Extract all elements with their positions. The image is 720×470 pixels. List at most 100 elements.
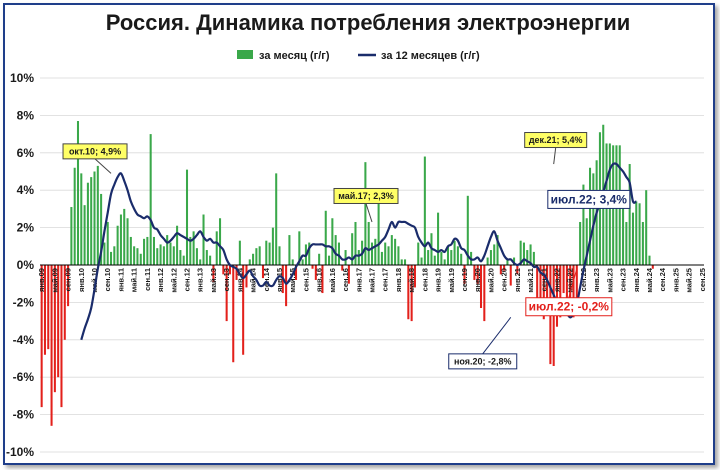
x-tick-label: сен.23	[619, 268, 628, 291]
x-tick-label: янв.19	[434, 268, 443, 292]
bar	[407, 265, 410, 320]
bar	[80, 173, 83, 265]
y-tick-label: -8%	[13, 408, 35, 422]
bar	[522, 242, 525, 265]
x-tick-label: май.21	[526, 268, 535, 293]
bar	[413, 265, 416, 288]
x-tick-label: май.16	[328, 268, 337, 293]
bar	[50, 265, 53, 426]
bar	[294, 265, 298, 280]
callout-box	[333, 187, 399, 204]
x-tick-label: май.24	[645, 267, 654, 292]
bar	[493, 244, 496, 265]
bar	[301, 259, 304, 265]
bar	[166, 235, 169, 265]
bar	[235, 265, 238, 280]
bar	[285, 265, 288, 307]
y-tick-label: -6%	[13, 370, 35, 384]
bar	[443, 259, 446, 265]
bar	[328, 255, 331, 265]
bar	[60, 265, 63, 408]
x-tick-label: май.14	[249, 267, 258, 292]
bar	[232, 265, 235, 363]
bar	[86, 182, 89, 265]
bar	[116, 225, 119, 265]
bar	[321, 265, 324, 294]
y-tick-label: 8%	[17, 108, 35, 122]
x-tick-label: сен.17	[381, 268, 390, 291]
bar	[410, 265, 413, 322]
bar	[572, 265, 575, 318]
callout-box	[524, 132, 588, 149]
bar	[427, 250, 430, 265]
bar	[555, 265, 559, 327]
x-tick-label: май.13	[209, 268, 218, 293]
x-tick-label: сен.09	[64, 268, 73, 291]
bar	[526, 250, 529, 265]
bar	[559, 265, 562, 318]
annotations: окт.10; 4,9% май.17; 2,3% дек.21; 5,4% ноя.…	[62, 132, 631, 370]
bar	[516, 265, 519, 275]
bar	[189, 236, 192, 265]
bar	[397, 246, 400, 265]
bar	[628, 164, 631, 265]
bar	[479, 265, 483, 309]
bar	[215, 231, 218, 265]
bar	[423, 156, 426, 265]
bar	[645, 190, 648, 265]
bar	[100, 193, 103, 265]
y-tick-label: 4%	[17, 183, 35, 197]
bar	[440, 251, 443, 265]
bar	[357, 250, 360, 265]
bar	[374, 238, 377, 265]
x-tick-label: сен.24	[658, 267, 667, 291]
bar	[651, 265, 654, 269]
bar	[506, 259, 509, 265]
bar	[169, 242, 172, 265]
bar	[546, 265, 549, 314]
x-tick-label: май.12	[169, 268, 178, 293]
bar	[90, 177, 93, 265]
bar	[331, 218, 334, 265]
x-tick-label: сен.10	[103, 268, 112, 291]
x-tick-label: янв.12	[156, 268, 165, 292]
bar	[308, 242, 311, 265]
x-tick-label: сен.12	[183, 268, 192, 291]
bar	[592, 173, 595, 265]
callout-box	[525, 297, 613, 317]
x-tick-label: янв.14	[235, 267, 244, 292]
x-tick-label: янв.24	[632, 267, 641, 292]
x-tick-label: сен.11	[143, 268, 152, 291]
x-tick-label: май.17	[368, 268, 377, 293]
bar	[450, 250, 453, 265]
bar	[496, 235, 499, 265]
bar	[209, 255, 212, 265]
bar	[291, 259, 294, 265]
bar	[245, 265, 248, 288]
bar	[390, 235, 393, 265]
bar	[499, 265, 502, 275]
x-tick-label: янв.17	[354, 268, 363, 292]
callout-label: окт.10; 4,9%	[69, 146, 121, 156]
bar	[542, 265, 545, 320]
bar	[503, 265, 506, 271]
x-tick-label: сен.15	[301, 268, 310, 291]
bar	[453, 240, 456, 265]
bar	[265, 240, 268, 265]
bar	[513, 257, 516, 265]
bar	[228, 265, 231, 275]
callout-pointer	[365, 203, 373, 223]
bar	[83, 205, 86, 265]
x-tick-label: май.25	[685, 268, 694, 293]
x-tick-label: май.10	[90, 268, 99, 293]
x-tick-label: сен.21	[539, 268, 548, 291]
callout-box	[448, 353, 518, 370]
x-tick-label: май.19	[447, 268, 456, 293]
bar	[149, 134, 152, 265]
x-tick-label: янв.09	[37, 268, 46, 292]
bar	[635, 201, 638, 265]
bar	[631, 212, 634, 265]
bar	[43, 265, 46, 355]
y-tick-label: -4%	[13, 333, 35, 347]
bar	[337, 242, 340, 265]
